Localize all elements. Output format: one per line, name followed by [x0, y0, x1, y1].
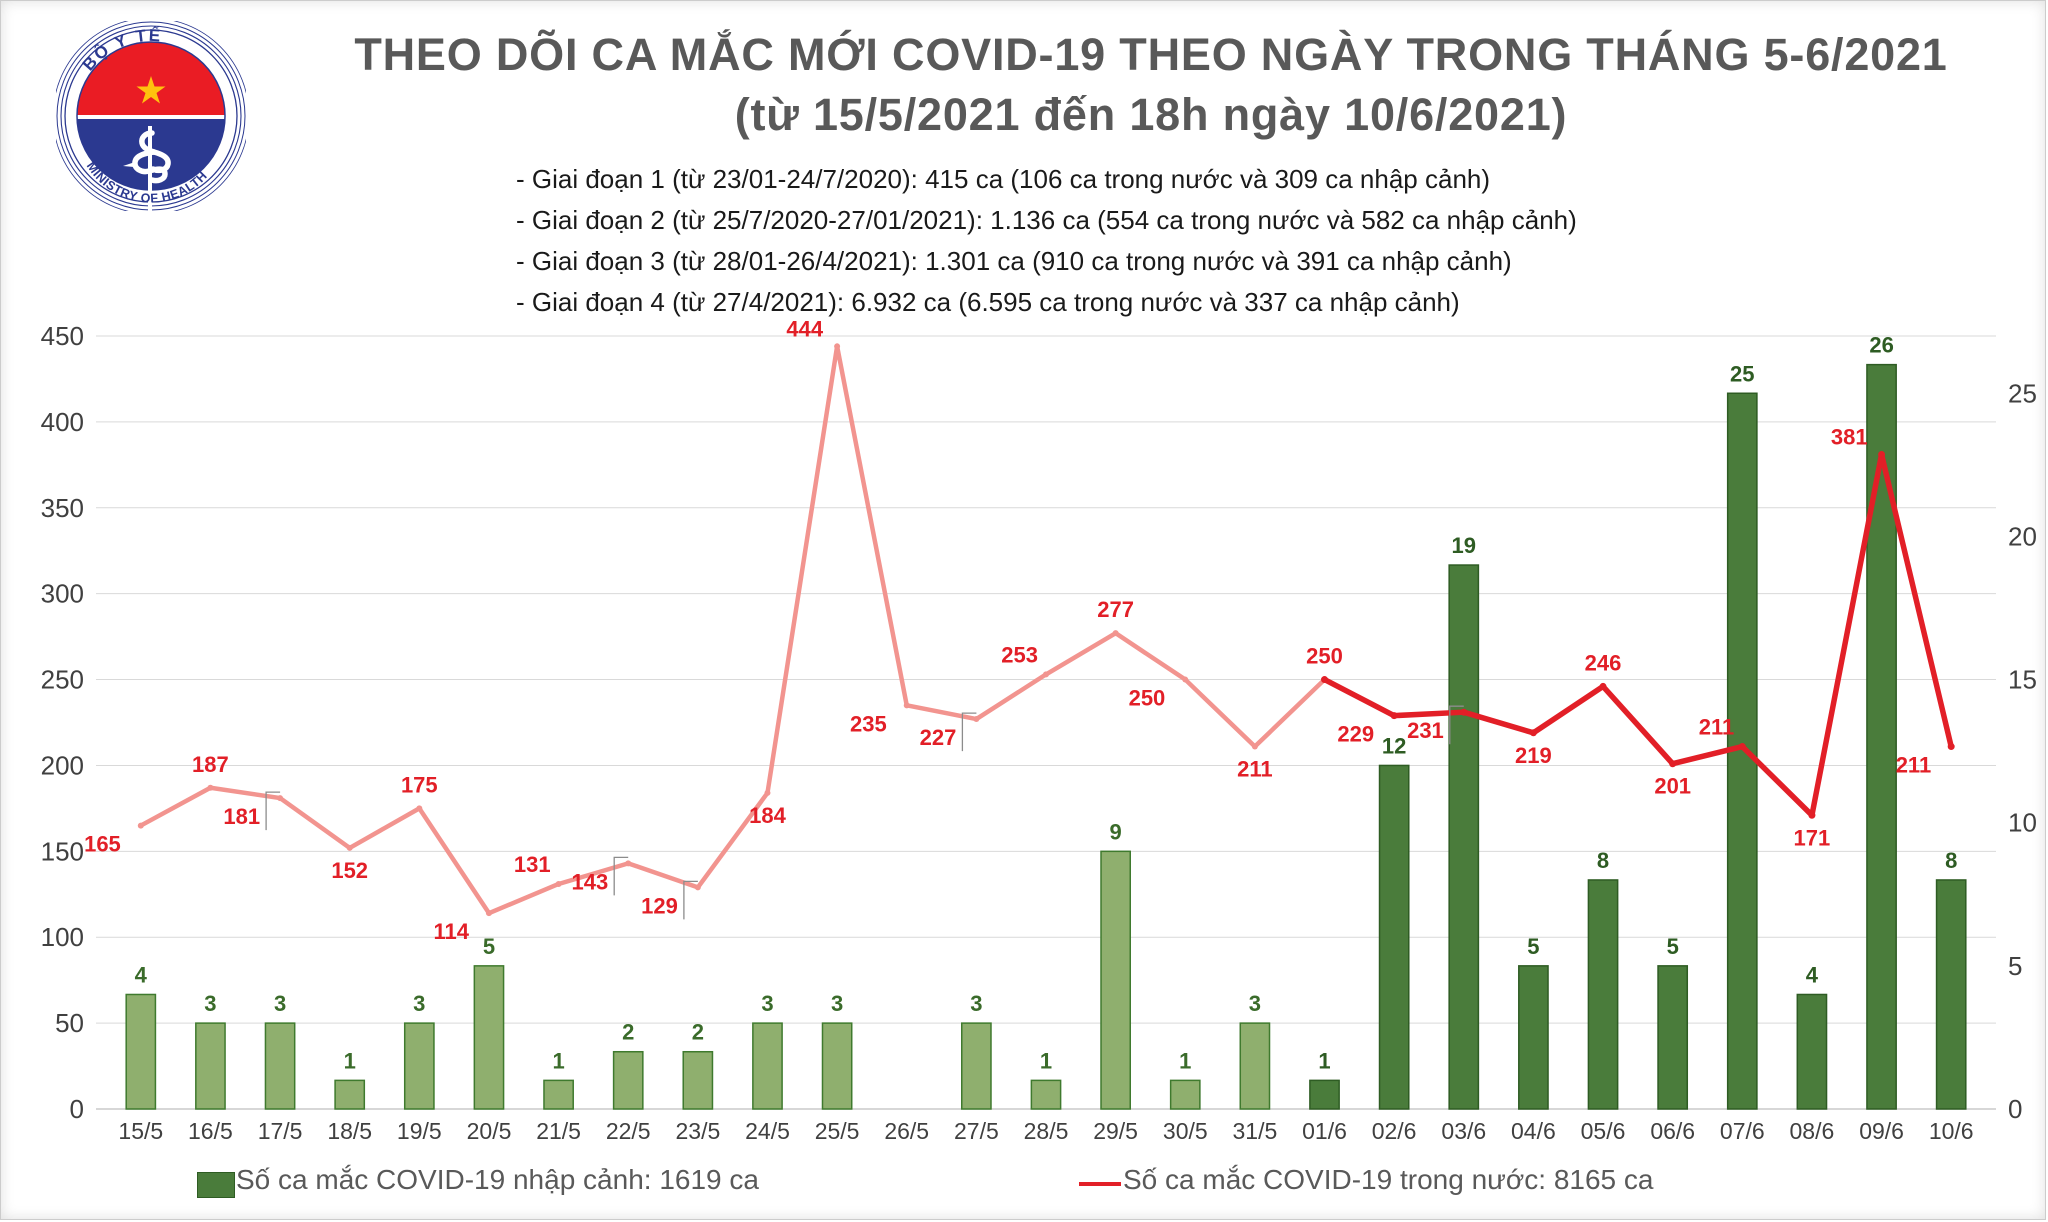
svg-text:5: 5 [2008, 951, 2022, 981]
svg-text:3: 3 [970, 991, 982, 1016]
svg-text:201: 201 [1654, 774, 1691, 799]
svg-text:3: 3 [831, 991, 843, 1016]
svg-text:381: 381 [1831, 425, 1868, 450]
svg-text:131: 131 [514, 852, 551, 877]
svg-text:3: 3 [1249, 991, 1261, 1016]
svg-text:27/5: 27/5 [954, 1118, 999, 1141]
svg-text:19/5: 19/5 [397, 1118, 442, 1141]
svg-text:23/5: 23/5 [676, 1118, 721, 1141]
svg-text:450: 450 [41, 321, 84, 351]
svg-text:300: 300 [41, 579, 84, 609]
svg-text:01/6: 01/6 [1302, 1118, 1347, 1141]
svg-text:100: 100 [41, 922, 84, 952]
svg-text:29/5: 29/5 [1093, 1118, 1138, 1141]
svg-text:114: 114 [434, 919, 470, 944]
svg-text:152: 152 [331, 858, 368, 883]
svg-text:08/6: 08/6 [1790, 1118, 1835, 1141]
svg-text:10: 10 [2008, 808, 2037, 838]
svg-text:1: 1 [1179, 1048, 1191, 1073]
svg-text:5: 5 [483, 934, 495, 959]
svg-text:165: 165 [84, 832, 121, 857]
svg-text:12: 12 [1382, 733, 1406, 758]
svg-text:19: 19 [1452, 533, 1476, 558]
svg-text:277: 277 [1097, 597, 1134, 622]
svg-text:250: 250 [1306, 644, 1343, 669]
svg-text:07/6: 07/6 [1720, 1118, 1765, 1141]
svg-text:8: 8 [1597, 848, 1609, 873]
svg-text:02/6: 02/6 [1372, 1118, 1417, 1141]
svg-text:15: 15 [2008, 665, 2037, 695]
svg-text:16/5: 16/5 [188, 1118, 233, 1141]
svg-text:229: 229 [1337, 722, 1374, 747]
svg-text:17/5: 17/5 [258, 1118, 303, 1141]
svg-text:175: 175 [401, 772, 438, 797]
svg-text:250: 250 [1129, 686, 1166, 711]
svg-text:227: 227 [920, 725, 957, 750]
svg-text:253: 253 [1001, 642, 1038, 667]
svg-text:50: 50 [55, 1008, 84, 1038]
svg-text:400: 400 [41, 407, 84, 437]
svg-text:2: 2 [692, 1020, 704, 1045]
svg-text:9: 9 [1109, 819, 1121, 844]
svg-text:171: 171 [1794, 825, 1831, 850]
svg-text:246: 246 [1585, 650, 1622, 675]
svg-text:5: 5 [1667, 934, 1679, 959]
svg-text:21/5: 21/5 [536, 1118, 581, 1141]
svg-text:2: 2 [622, 1020, 634, 1045]
svg-text:200: 200 [41, 750, 84, 780]
svg-text:3: 3 [761, 991, 773, 1016]
svg-text:09/6: 09/6 [1859, 1118, 1904, 1141]
svg-text:143: 143 [571, 869, 608, 894]
svg-text:20: 20 [2008, 521, 2037, 551]
svg-text:150: 150 [41, 836, 84, 866]
svg-text:22/5: 22/5 [606, 1118, 651, 1141]
svg-text:15/5: 15/5 [118, 1118, 163, 1141]
svg-text:3: 3 [204, 991, 216, 1016]
svg-text:30/5: 30/5 [1163, 1118, 1208, 1141]
svg-text:444: 444 [786, 321, 823, 341]
svg-text:24/5: 24/5 [745, 1118, 790, 1141]
svg-text:04/6: 04/6 [1511, 1118, 1556, 1141]
svg-text:8: 8 [1945, 848, 1957, 873]
svg-text:250: 250 [41, 665, 84, 695]
svg-text:18/5: 18/5 [327, 1118, 372, 1141]
svg-text:26: 26 [1869, 333, 1893, 358]
svg-text:20/5: 20/5 [467, 1118, 512, 1141]
svg-text:350: 350 [41, 493, 84, 523]
svg-text:5: 5 [1527, 934, 1539, 959]
svg-text:129: 129 [641, 893, 678, 918]
svg-text:3: 3 [413, 991, 425, 1016]
svg-text:0: 0 [70, 1094, 84, 1124]
svg-text:10/6: 10/6 [1929, 1118, 1974, 1141]
svg-text:1: 1 [1318, 1048, 1330, 1073]
svg-text:06/6: 06/6 [1650, 1118, 1695, 1141]
svg-text:1: 1 [1040, 1048, 1052, 1073]
svg-text:4: 4 [1806, 962, 1819, 987]
svg-text:187: 187 [192, 752, 229, 777]
svg-text:28/5: 28/5 [1024, 1118, 1069, 1141]
svg-text:3: 3 [274, 991, 286, 1016]
svg-text:25: 25 [2008, 378, 2037, 408]
svg-text:1: 1 [344, 1048, 356, 1073]
svg-text:211: 211 [1237, 757, 1273, 782]
svg-text:211: 211 [1699, 715, 1735, 740]
svg-text:31/5: 31/5 [1233, 1118, 1278, 1141]
svg-text:219: 219 [1515, 743, 1552, 768]
svg-text:4: 4 [135, 962, 148, 987]
svg-text:25: 25 [1730, 361, 1754, 386]
svg-text:26/5: 26/5 [884, 1118, 929, 1141]
svg-text:05/6: 05/6 [1581, 1118, 1626, 1141]
svg-text:231: 231 [1407, 718, 1444, 743]
svg-text:0: 0 [2008, 1094, 2022, 1124]
svg-text:184: 184 [749, 803, 786, 828]
svg-text:181: 181 [223, 804, 260, 829]
svg-text:235: 235 [850, 711, 887, 736]
svg-text:03/6: 03/6 [1441, 1118, 1486, 1141]
svg-text:25/5: 25/5 [815, 1118, 860, 1141]
svg-text:211: 211 [1896, 753, 1932, 778]
svg-text:1: 1 [552, 1048, 564, 1073]
